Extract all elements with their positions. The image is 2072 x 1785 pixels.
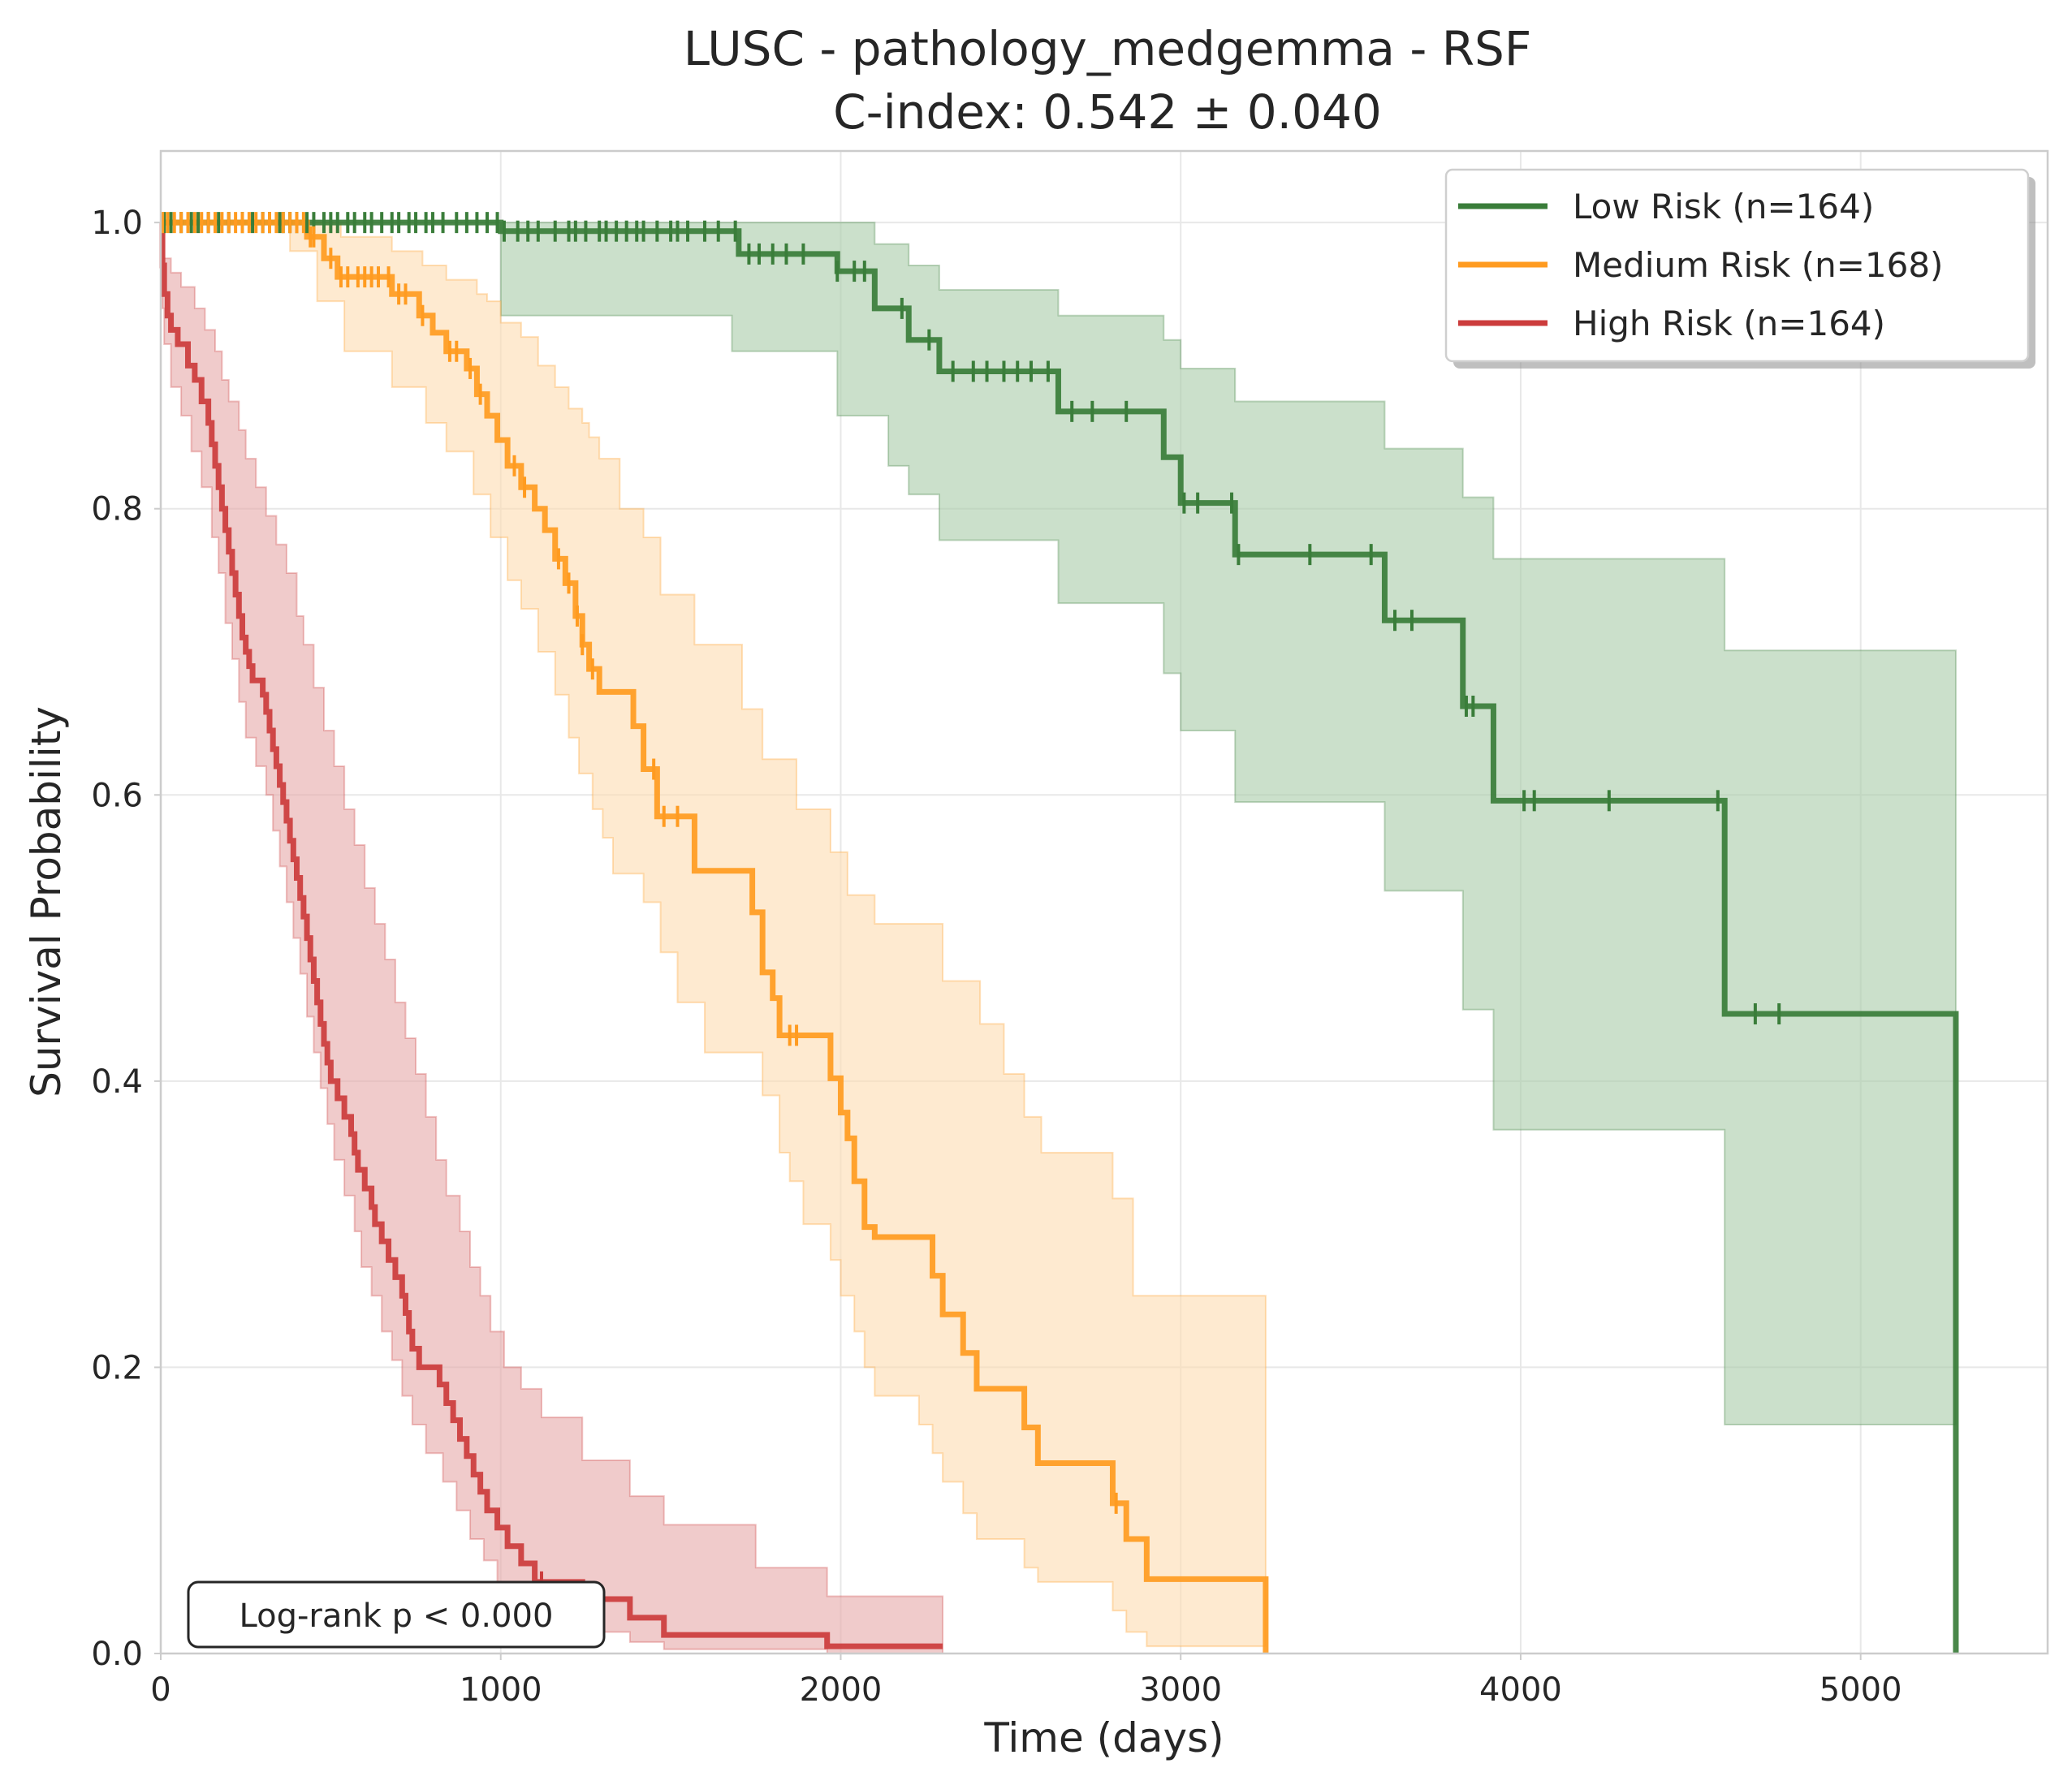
censor-marks: [161, 212, 1781, 1593]
high-risk-ci-band: [161, 222, 944, 1654]
medium-risk-ci-band: [161, 222, 1267, 1648]
y-tick-label: 0.4: [91, 1063, 143, 1101]
chart-subtitle: C-index: 0.542 ± 0.040: [833, 84, 1382, 140]
y-tick-label: 0.0: [91, 1636, 143, 1673]
y-axis-label: Survival Probability: [23, 706, 70, 1097]
low-risk-legend-label: Low Risk (n=164): [1573, 187, 1874, 226]
x-tick-label: 5000: [1819, 1671, 1902, 1709]
y-tick-label: 0.2: [91, 1349, 143, 1386]
survival-curves: [159, 219, 1959, 1653]
axis-ticks: 0 1000 2000 3000 4000 5000 0.0 0.2 0.4 0.6 0.8 1.0: [91, 205, 1901, 1709]
logrank-text: Log-rank p < 0.000: [240, 1597, 554, 1635]
logrank-box: [187, 1580, 606, 1649]
legend: Low Risk (n=164) Medium Risk (n=168) High …: [1444, 168, 2035, 369]
y-tick-label: 0.8: [91, 491, 143, 528]
legend-box: [1444, 168, 2030, 363]
x-tick-label: 4000: [1479, 1671, 1562, 1709]
y-tick-label: 1.0: [91, 205, 143, 242]
plot-frame: [159, 149, 2049, 1655]
high-risk-legend-label: High Risk (n=164): [1573, 304, 1885, 343]
x-tick-label: 0: [150, 1671, 171, 1709]
high-risk-curve: [159, 219, 943, 1649]
x-tick-label: 3000: [1139, 1671, 1222, 1709]
y-tick-label: 0.6: [91, 777, 143, 814]
chart-title: LUSC - pathology_medgemma - RSF: [684, 21, 1531, 76]
medium-risk-legend-label: Medium Risk (n=168): [1573, 245, 1943, 285]
low-risk-curve: [161, 219, 1959, 1653]
x-tick-label: 2000: [800, 1671, 883, 1709]
x-axis-label: Time (days): [983, 1714, 1224, 1761]
logrank-annotation: Log-rank p < 0.000: [187, 1580, 606, 1649]
medium-risk-curve: [161, 219, 1269, 1653]
confidence-bands: [161, 222, 1957, 1654]
x-tick-label: 1000: [460, 1671, 542, 1709]
low-risk-ci-band: [161, 222, 1957, 1425]
